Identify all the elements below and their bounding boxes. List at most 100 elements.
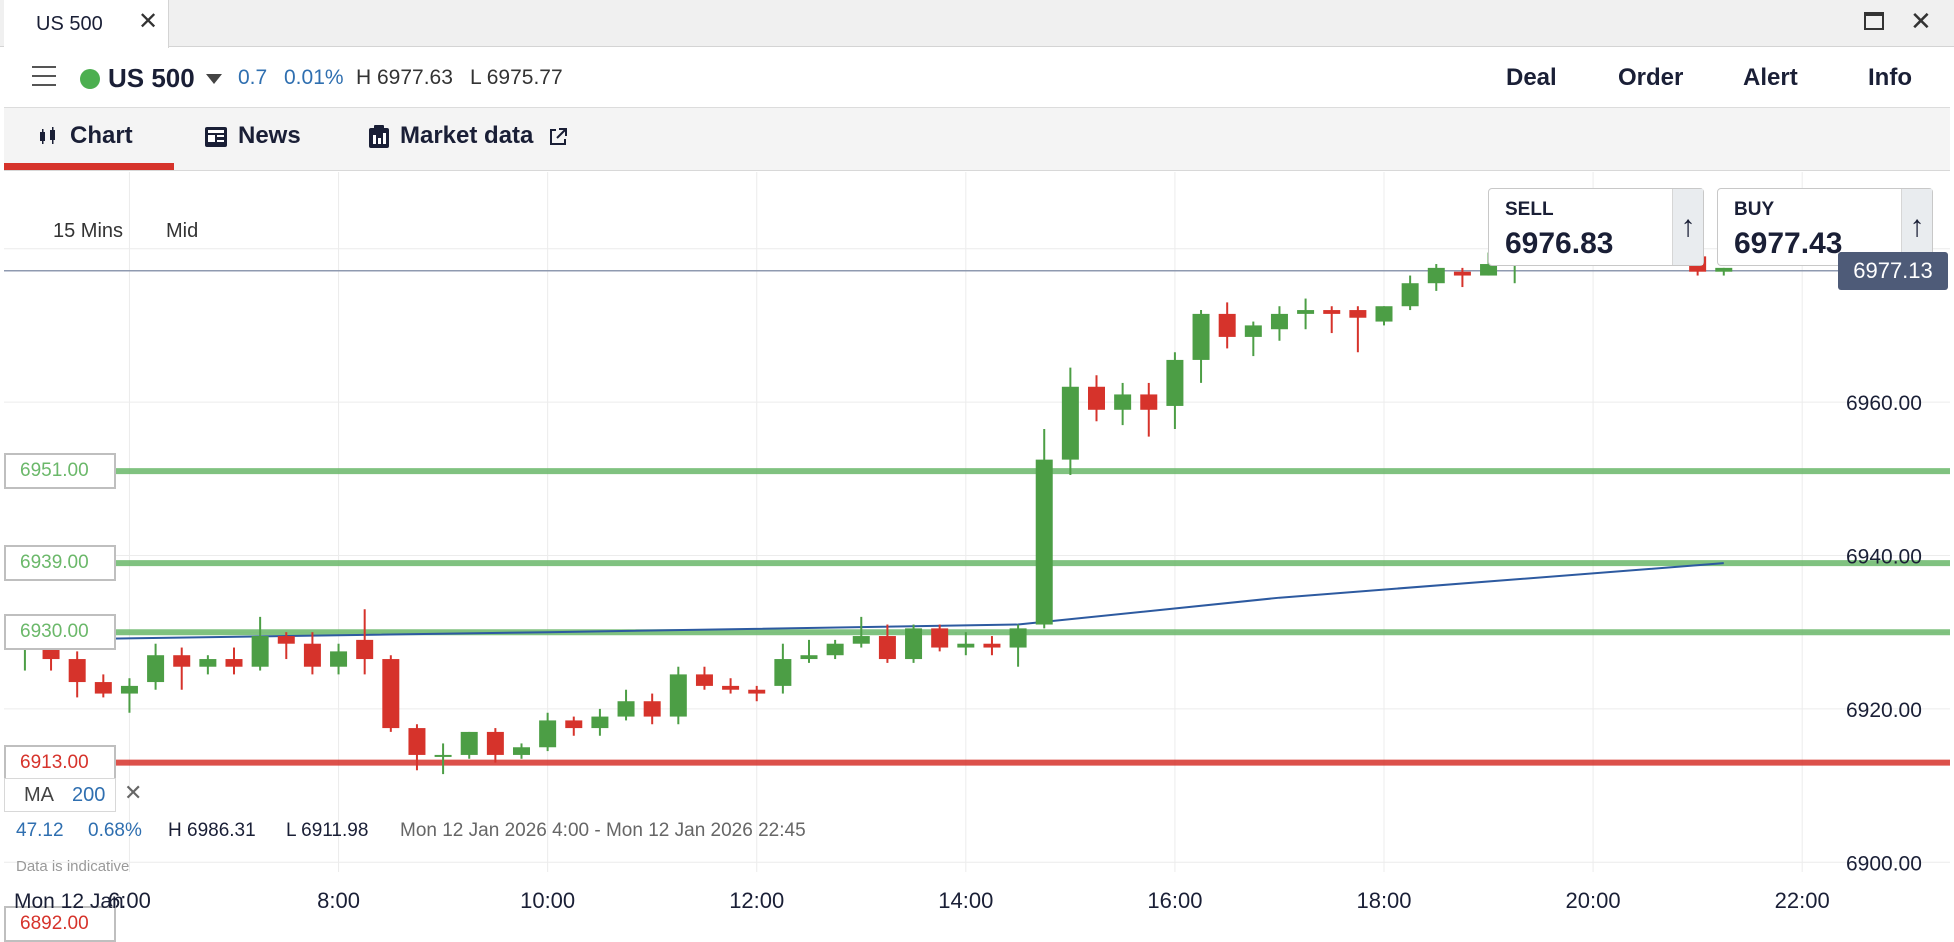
candle-50: [1323, 310, 1341, 314]
candle-24: [643, 701, 661, 717]
candle-47: [1244, 325, 1262, 337]
candle-19: [513, 747, 530, 755]
tab-chart[interactable]: Chart: [38, 122, 133, 156]
price-chart[interactable]: 6900.006920.006940.006960.006980.006:008…: [4, 172, 1950, 916]
ma-indicator-name: MA: [24, 784, 54, 806]
candle-32: [852, 636, 870, 644]
candle-36: [957, 643, 975, 648]
tab-close-icon[interactable]: ✕: [138, 8, 159, 35]
range-high: H 6986.31: [168, 820, 256, 841]
y-tick-label: 6940.00: [1846, 546, 1922, 569]
date-caption: Mon 12 Jan: [14, 890, 124, 913]
candle-26: [695, 674, 713, 686]
candle-6: [173, 655, 191, 667]
candle-22: [591, 716, 609, 729]
header-change-pct: 0.01%: [284, 66, 344, 89]
ma-indicator-period: 200: [72, 784, 106, 806]
candle-2: [68, 659, 86, 683]
date-range: Mon 12 Jan 2026 4:00 - Mon 12 Jan 2026 2…: [400, 820, 806, 841]
candle-8: [225, 659, 243, 667]
title-bar: US 500 ✕ ✕: [0, 0, 1954, 48]
candle-13: [356, 639, 374, 660]
header-high: H 6977.63: [356, 66, 453, 89]
candle-15: [408, 728, 426, 755]
x-tick-label: 10:00: [520, 888, 575, 913]
hamburger-menu-icon[interactable]: [32, 66, 56, 86]
tab-news[interactable]: News: [204, 122, 301, 156]
alert-button[interactable]: Alert: [1743, 64, 1798, 91]
candle-3: [94, 682, 112, 694]
window-tab[interactable]: US 500 ✕: [4, 0, 169, 48]
candle-35: [931, 628, 949, 648]
candle-37: [983, 643, 1001, 648]
candlestick-icon: [40, 126, 55, 144]
candle-31: [826, 643, 844, 656]
maximize-icon[interactable]: [1864, 12, 1884, 30]
ma-indicator-chip[interactable]: [4, 778, 116, 812]
remove-indicator-icon[interactable]: ✕: [124, 780, 143, 805]
chart-area[interactable]: 6900.006920.006940.006960.006980.006:008…: [4, 172, 1950, 942]
candle-39: [1035, 459, 1053, 625]
deal-button[interactable]: Deal: [1506, 64, 1557, 91]
x-tick-label: 8:00: [317, 888, 360, 913]
candle-65: [1715, 267, 1733, 272]
candle-21: [565, 720, 583, 729]
candle-7: [199, 659, 217, 667]
candle-29: [774, 659, 792, 686]
range-change-pct: 0.68%: [88, 820, 142, 841]
candle-28: [748, 689, 766, 694]
instrument-name[interactable]: US 500: [108, 63, 195, 93]
level-tag-0[interactable]: 6951.00: [4, 453, 116, 490]
buy-ticket[interactable]: BUY 6977.43 ↑: [1717, 188, 1933, 266]
sell-label: SELL: [1505, 199, 1554, 220]
sub-navigation: Chart News Market data: [4, 108, 1950, 171]
external-link-icon[interactable]: [548, 127, 568, 147]
header-low: L 6975.77: [470, 66, 563, 89]
candle-11: [303, 643, 321, 667]
candle-30: [800, 655, 818, 660]
clipboard-icon: [369, 124, 389, 148]
candle-25: [669, 674, 687, 717]
level-tag-1[interactable]: 6939.00: [4, 545, 116, 582]
candle-55: [1453, 271, 1471, 276]
tab-chart-label: Chart: [70, 122, 133, 149]
range-low: L 6911.98: [286, 820, 369, 841]
level-tag-2[interactable]: 6930.00: [4, 614, 116, 651]
candle-12: [330, 651, 348, 667]
sell-price: 6976.83: [1505, 227, 1614, 260]
candle-46: [1218, 313, 1236, 337]
window-close-icon[interactable]: ✕: [1910, 6, 1932, 36]
level-tag-3[interactable]: 6913.00: [4, 744, 116, 781]
header-change: 0.7: [238, 66, 268, 89]
candle-20: [539, 720, 557, 748]
tab-market-data[interactable]: Market data: [368, 122, 568, 156]
candle-38: [1009, 628, 1027, 648]
candle-45: [1192, 313, 1210, 360]
x-tick-label: 12:00: [729, 888, 784, 913]
newspaper-icon: [205, 126, 227, 147]
candle-27: [722, 685, 740, 690]
candle-23: [617, 701, 635, 717]
x-tick-label: 14:00: [938, 888, 993, 913]
current-price-tag: 6977.13: [1838, 251, 1948, 290]
range-change: 47.12: [16, 820, 64, 841]
candle-44: [1166, 359, 1184, 406]
interval-selector[interactable]: 15 Mins: [53, 220, 124, 242]
x-tick-label: 20:00: [1566, 888, 1621, 913]
candle-42: [1114, 394, 1132, 410]
x-tick-label: 16:00: [1147, 888, 1202, 913]
candle-16: [434, 754, 452, 757]
candle-40: [1061, 386, 1079, 460]
candle-14: [382, 659, 400, 729]
candle-41: [1088, 386, 1105, 410]
sell-ticket[interactable]: SELL 6976.83 ↑: [1488, 188, 1704, 266]
y-tick-label: 6920.00: [1846, 699, 1922, 722]
info-button[interactable]: Info: [1868, 64, 1912, 91]
chevron-down-icon[interactable]: [206, 74, 222, 84]
order-button[interactable]: Order: [1618, 64, 1684, 91]
tab-news-label: News: [238, 122, 301, 149]
buy-label: BUY: [1734, 199, 1775, 220]
candle-48: [1270, 313, 1288, 330]
price-type-selector[interactable]: Mid: [166, 220, 199, 242]
candle-51: [1349, 310, 1367, 318]
